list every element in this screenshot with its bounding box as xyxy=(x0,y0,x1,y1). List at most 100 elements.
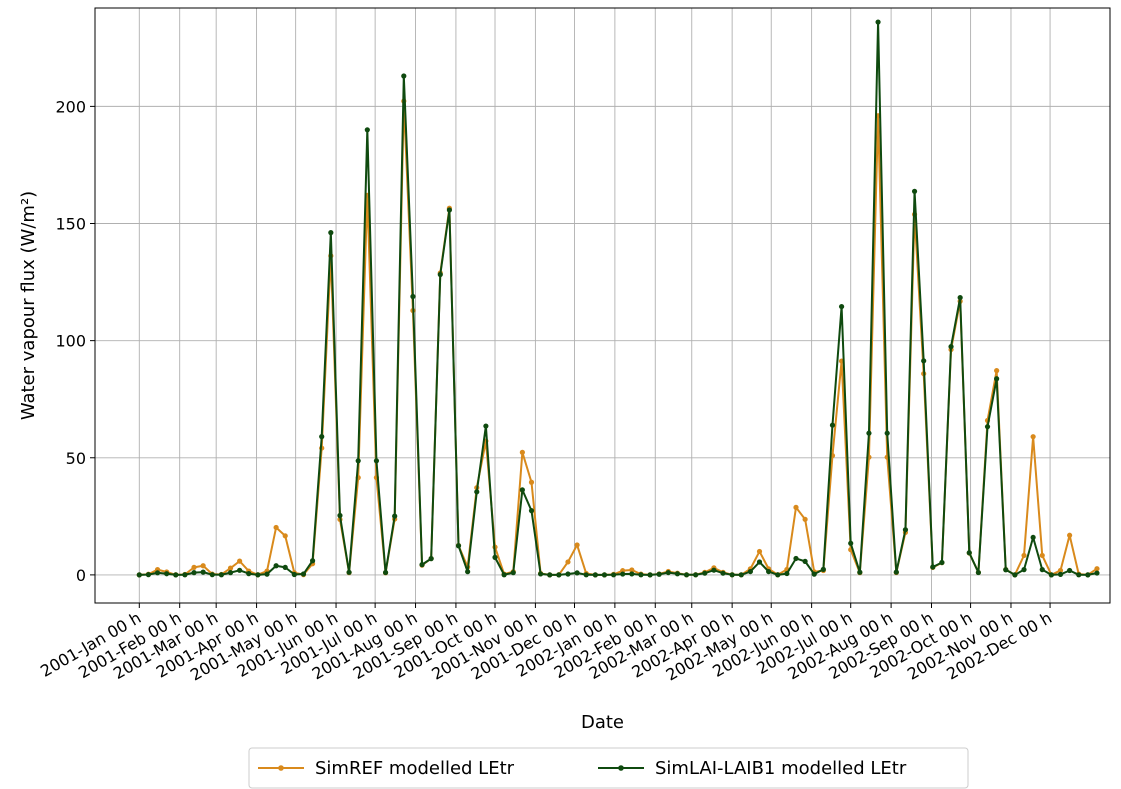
data-point xyxy=(1012,572,1018,578)
data-point xyxy=(893,569,899,575)
data-point xyxy=(875,19,881,25)
data-point xyxy=(227,565,234,571)
data-point xyxy=(957,294,963,301)
data-point xyxy=(592,572,598,578)
data-point xyxy=(237,558,243,564)
data-point xyxy=(921,358,927,364)
data-point xyxy=(200,569,206,575)
data-point xyxy=(884,430,890,436)
data-point xyxy=(410,293,416,300)
data-point xyxy=(565,571,571,577)
data-point xyxy=(392,513,398,519)
data-point xyxy=(975,569,982,576)
data-point xyxy=(811,571,817,577)
data-point xyxy=(1057,571,1064,578)
data-point xyxy=(273,524,279,531)
data-point xyxy=(756,548,763,555)
data-point xyxy=(501,572,507,578)
data-point xyxy=(574,570,580,576)
series-line xyxy=(139,21,1098,576)
data-point xyxy=(145,572,152,578)
data-point xyxy=(1030,434,1036,440)
data-point xyxy=(1039,552,1045,559)
data-point xyxy=(519,449,525,455)
data-point xyxy=(984,424,991,430)
data-point xyxy=(802,558,808,564)
data-point xyxy=(273,563,279,569)
data-point xyxy=(437,271,443,278)
data-point xyxy=(620,571,626,577)
y-tick-label: 0 xyxy=(76,566,86,585)
data-point xyxy=(191,570,197,576)
data-point xyxy=(428,556,434,562)
grid xyxy=(95,8,1110,603)
data-point xyxy=(227,570,234,576)
data-point xyxy=(1003,567,1009,573)
data-point xyxy=(994,376,1000,382)
data-point xyxy=(756,559,763,565)
series-1 xyxy=(136,98,1100,578)
data-point xyxy=(747,568,753,575)
data-point xyxy=(775,572,781,578)
data-point xyxy=(720,570,726,576)
data-point xyxy=(966,550,972,556)
data-point xyxy=(282,564,288,570)
data-point xyxy=(483,423,489,429)
data-point xyxy=(373,458,380,464)
data-point xyxy=(647,572,653,578)
series-layer xyxy=(136,19,1100,578)
data-point xyxy=(793,555,799,562)
data-point xyxy=(264,571,270,577)
data-point xyxy=(820,566,826,573)
data-point xyxy=(939,559,945,566)
y-tick-label: 200 xyxy=(55,97,86,116)
data-point xyxy=(136,572,142,578)
data-point xyxy=(346,569,352,575)
data-point xyxy=(693,572,699,578)
data-point xyxy=(793,504,799,510)
data-point xyxy=(455,543,462,549)
data-point xyxy=(629,571,635,577)
data-point xyxy=(528,479,535,485)
data-point xyxy=(319,434,325,440)
legend-label: SimREF modelled LEtr xyxy=(315,758,515,779)
data-point xyxy=(246,571,252,577)
data-point xyxy=(255,572,261,578)
data-point xyxy=(629,567,635,573)
data-point xyxy=(1067,532,1073,538)
data-point xyxy=(209,572,215,578)
data-point xyxy=(300,571,307,577)
data-point xyxy=(519,487,525,493)
data-point xyxy=(237,567,243,573)
data-point xyxy=(355,458,361,464)
data-point xyxy=(218,572,224,578)
data-point xyxy=(1094,570,1100,576)
data-point xyxy=(802,516,808,522)
data-point xyxy=(866,430,872,436)
data-point xyxy=(382,569,389,576)
data-point xyxy=(930,564,936,570)
data-point xyxy=(446,207,452,213)
plot-frame xyxy=(94,7,1111,604)
data-point xyxy=(702,570,708,576)
data-point xyxy=(829,422,836,428)
data-point xyxy=(994,368,1000,374)
data-point xyxy=(1067,567,1073,574)
data-point xyxy=(738,572,744,578)
y-tick-label: 50 xyxy=(66,449,86,468)
data-point xyxy=(683,572,690,578)
data-point xyxy=(154,570,161,576)
data-point xyxy=(638,572,644,578)
data-point xyxy=(1021,552,1027,559)
data-point xyxy=(1094,566,1100,572)
series-2 xyxy=(136,19,1100,578)
data-point xyxy=(674,571,681,577)
legend-label: SimLAI-LAIB1 modelled LEtr xyxy=(655,758,907,779)
data-point xyxy=(565,559,571,565)
legend-marker xyxy=(278,765,284,771)
y-axis-label: Water vapour flux (W/m²) xyxy=(18,191,39,420)
data-point xyxy=(401,73,407,79)
y-tick-label: 150 xyxy=(55,215,86,234)
